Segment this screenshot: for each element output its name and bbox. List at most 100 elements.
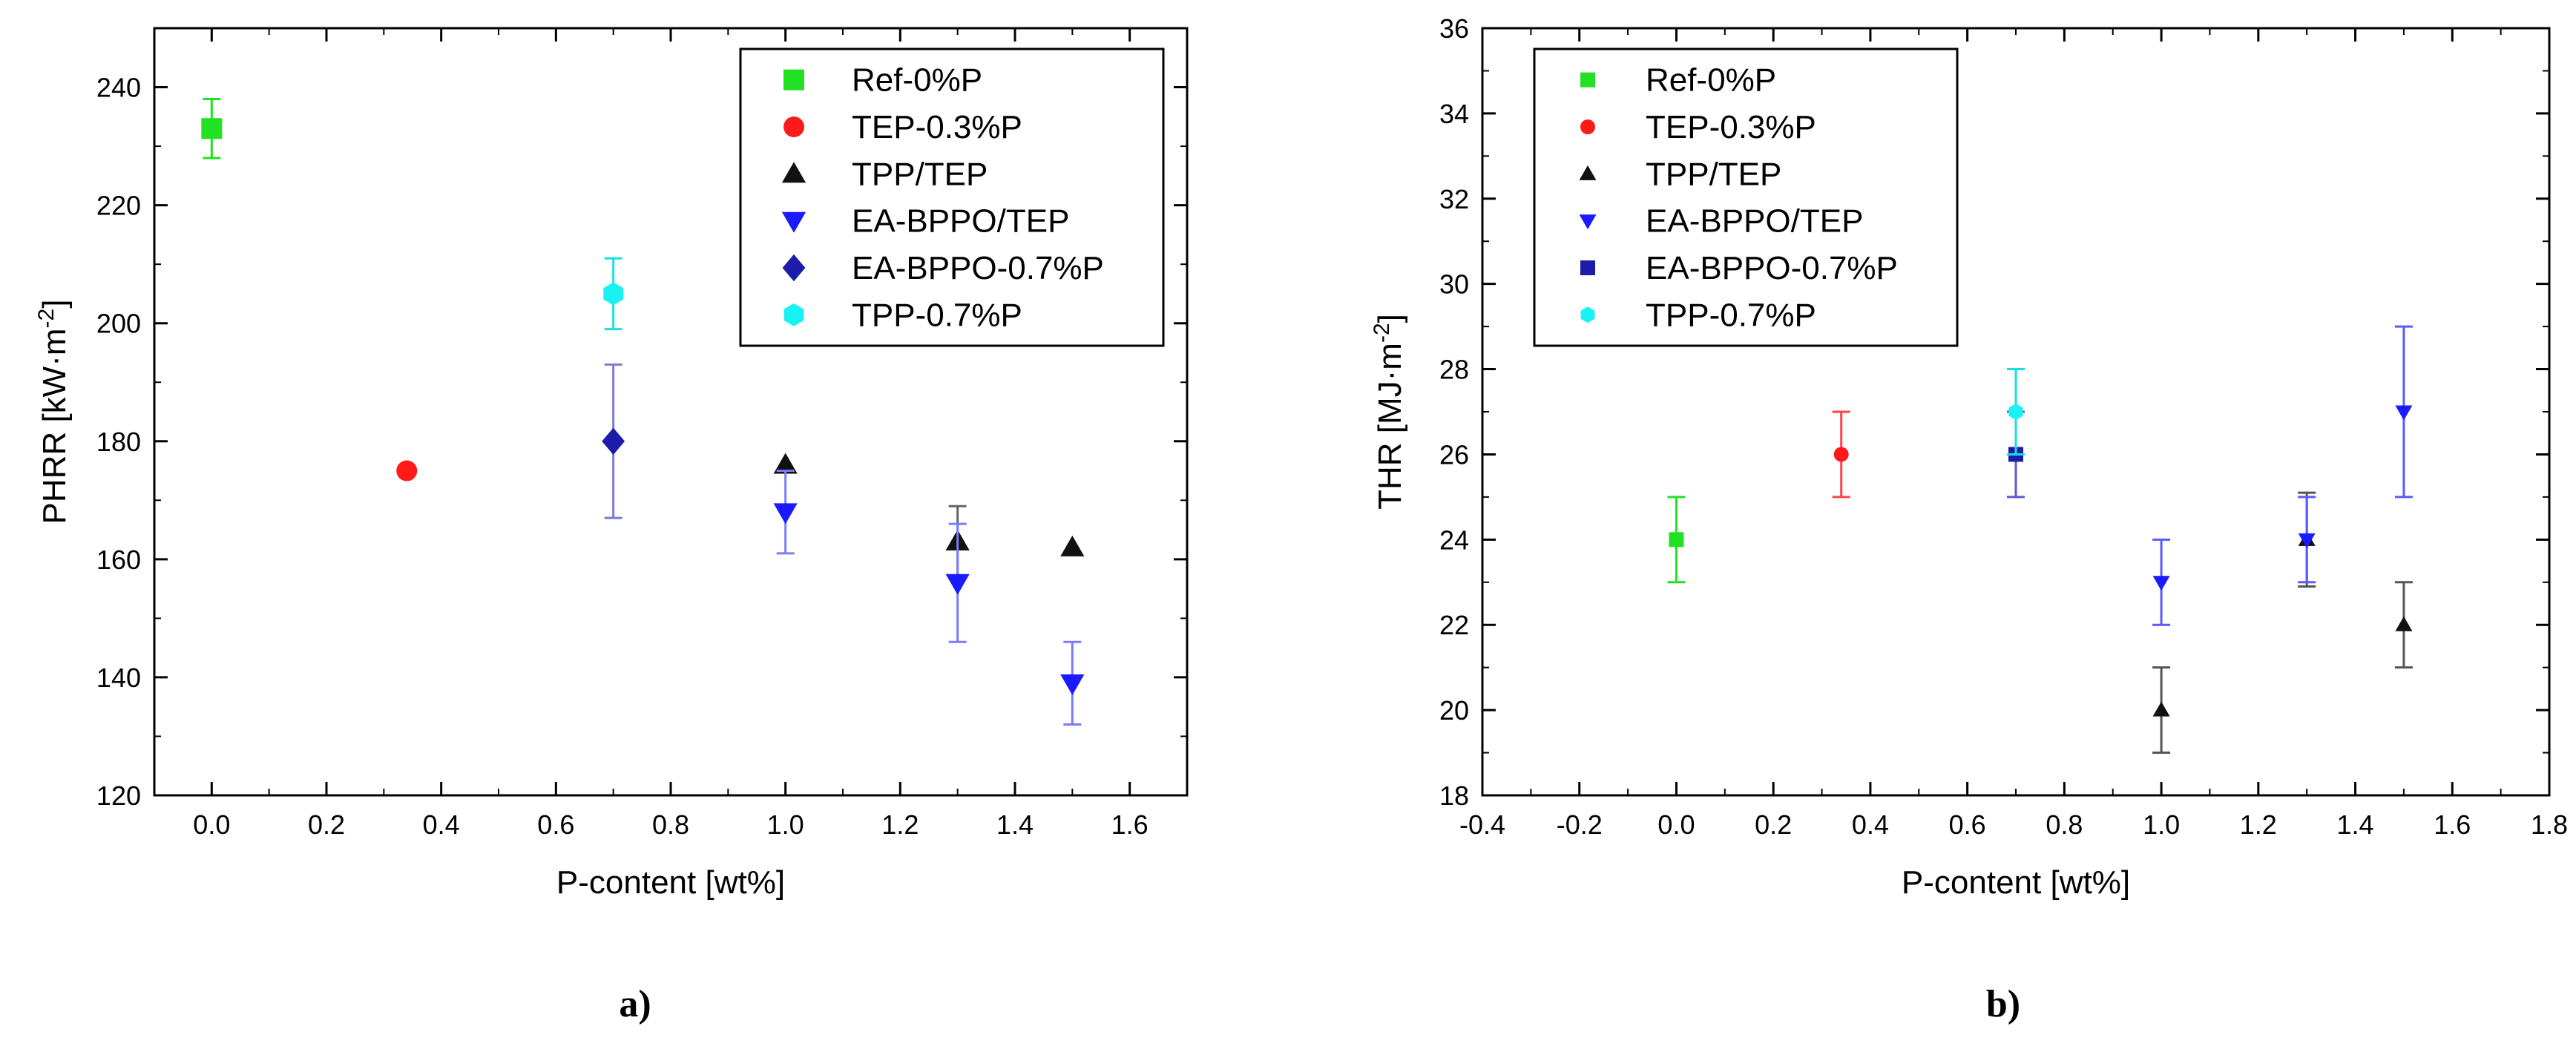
data-point — [603, 282, 623, 306]
x-axis-label: P-content [wt%] — [1902, 864, 2130, 901]
data-point — [396, 460, 418, 482]
legend-marker — [1580, 260, 1595, 275]
legend-label: TPP/TEP — [852, 156, 988, 192]
series-tpp-tep — [773, 453, 1085, 579]
legend-label: Ref-0%P — [852, 62, 982, 99]
data-point — [773, 503, 798, 525]
legend-label: TPP/TEP — [1646, 156, 1781, 192]
y-tick-label: 20 — [1439, 695, 1469, 726]
y-axis-label-superscript: -2 — [1370, 323, 1394, 343]
y-tick-label: 26 — [1439, 439, 1469, 470]
legend-marker — [1579, 165, 1597, 180]
data-point — [201, 118, 223, 139]
x-tick-label: 1.6 — [2434, 809, 2471, 840]
y-tick-label: 34 — [1439, 99, 1469, 129]
y-tick-label: 32 — [1439, 184, 1469, 214]
legend-marker — [783, 116, 804, 137]
legend: Ref-0%P TEP-0.3%P TPP/TEP EA-BPPO/TEP EA-BPP… — [1533, 47, 1959, 347]
y-tick-label: 240 — [96, 73, 141, 103]
y-tick-label: 140 — [96, 663, 141, 693]
legend-marker — [782, 254, 806, 282]
x-tick-label: 1.2 — [2240, 809, 2277, 840]
legend-frame — [1533, 47, 1959, 347]
x-tick-label: 0.0 — [1657, 809, 1695, 840]
x-tick-label: 0.8 — [2046, 809, 2083, 840]
legend: Ref-0%P TEP-0.3%P TPP/TEP EA-BPPO/TEP EA-BPP… — [739, 47, 1165, 347]
y-tick-label: 28 — [1439, 355, 1469, 385]
series-ea-bppo-tep — [773, 470, 1085, 726]
series-tep-0-3-p — [1832, 410, 1850, 499]
data-point — [2152, 576, 2170, 591]
legend-label: TEP-0.3%P — [852, 109, 1022, 145]
x-tick-label: 1.8 — [2531, 809, 2568, 840]
y-tick-label: 30 — [1439, 269, 1469, 300]
y-tick-label: 160 — [96, 545, 141, 575]
data-point — [773, 453, 798, 474]
legend-marker — [783, 69, 804, 91]
x-tick-label: 1.0 — [767, 809, 804, 840]
data-point — [1669, 532, 1684, 548]
x-tick-label: 1.2 — [881, 809, 919, 840]
legend-label: EA-BPPO/TEP — [852, 203, 1069, 240]
data-point — [1060, 674, 1085, 695]
x-tick-label: 0.8 — [652, 809, 689, 840]
series-ref-0-p — [201, 97, 223, 160]
legend-label: TPP-0.7%P — [852, 297, 1022, 333]
x-tick-label: 0.4 — [423, 809, 460, 840]
data-point — [2395, 405, 2413, 421]
series-tpp-tep — [2152, 491, 2413, 755]
x-tick-label: 0.4 — [1852, 809, 1889, 840]
y-axis-label: THR [MJ·m-2] — [1370, 314, 1408, 510]
series-ref-0-p — [1667, 496, 1686, 584]
legend-marker — [781, 162, 806, 183]
x-tick-label: 0.2 — [1755, 809, 1792, 840]
legend-frame — [739, 47, 1165, 347]
legend-marker — [1579, 214, 1597, 230]
panel-label: a) — [619, 983, 651, 1025]
y-tick-label: 180 — [96, 427, 141, 457]
x-axis-label: P-content [wt%] — [556, 864, 785, 901]
x-tick-label: -0.2 — [1557, 809, 1603, 840]
x-tick-label: 0.2 — [308, 809, 345, 840]
y-tick-label: 120 — [96, 780, 141, 811]
x-tick-label: 1.4 — [996, 809, 1034, 840]
y-axis-label-end: ] — [1372, 314, 1408, 323]
y-axis-label-superscript: -2 — [34, 309, 59, 329]
legend-marker — [783, 303, 804, 326]
chart-panel-b: -0.4 -0.2 0.0 0.2 0.4 0.6 0.8 1.0 1.2 1.4 1.6 1.8 18… — [1370, 13, 2568, 1025]
series-ea-bppo-tep — [2152, 325, 2413, 626]
x-tick-label: 0.6 — [1949, 809, 1986, 840]
y-tick-label: 200 — [96, 309, 141, 339]
y-tick-label: 220 — [96, 191, 141, 221]
x-tick-label: 1.0 — [2143, 809, 2180, 840]
y-axis-label-end: ] — [36, 300, 73, 309]
legend-label: TPP-0.7%P — [1646, 297, 1816, 333]
data-point — [945, 573, 970, 595]
y-axis-label-base: PHRR [kW·m — [36, 328, 73, 524]
y-tick-label: 36 — [1439, 13, 1469, 44]
y-tick-label: 22 — [1439, 610, 1469, 640]
x-tick-label: 0.6 — [537, 809, 574, 840]
x-tick-label: 1.6 — [1111, 809, 1149, 840]
data-point — [602, 427, 625, 455]
legend-marker — [1580, 72, 1595, 88]
legend-marker — [1580, 306, 1595, 323]
data-point — [2008, 404, 2023, 420]
data-point — [1060, 535, 1085, 556]
x-tick-label: 0.0 — [193, 809, 230, 840]
legend-label: Ref-0%P — [1646, 62, 1776, 99]
series-tep-0-3-p — [396, 460, 418, 482]
legend-label: TEP-0.3%P — [1646, 109, 1816, 145]
x-tick-label: -0.4 — [1459, 809, 1505, 840]
y-axis-label-base: THR [MJ·m — [1372, 343, 1408, 510]
legend-label: EA-BPPO-0.7%P — [852, 250, 1104, 286]
legend-marker — [781, 211, 806, 233]
legend-label: EA-BPPO-0.7%P — [1646, 250, 1898, 286]
data-point — [2395, 616, 2413, 631]
y-tick-label: 24 — [1439, 525, 1469, 555]
legend-label: EA-BPPO/TEP — [1646, 203, 1863, 240]
series-tpp-0-7-p — [2007, 368, 2025, 456]
data-point — [1833, 447, 1849, 462]
